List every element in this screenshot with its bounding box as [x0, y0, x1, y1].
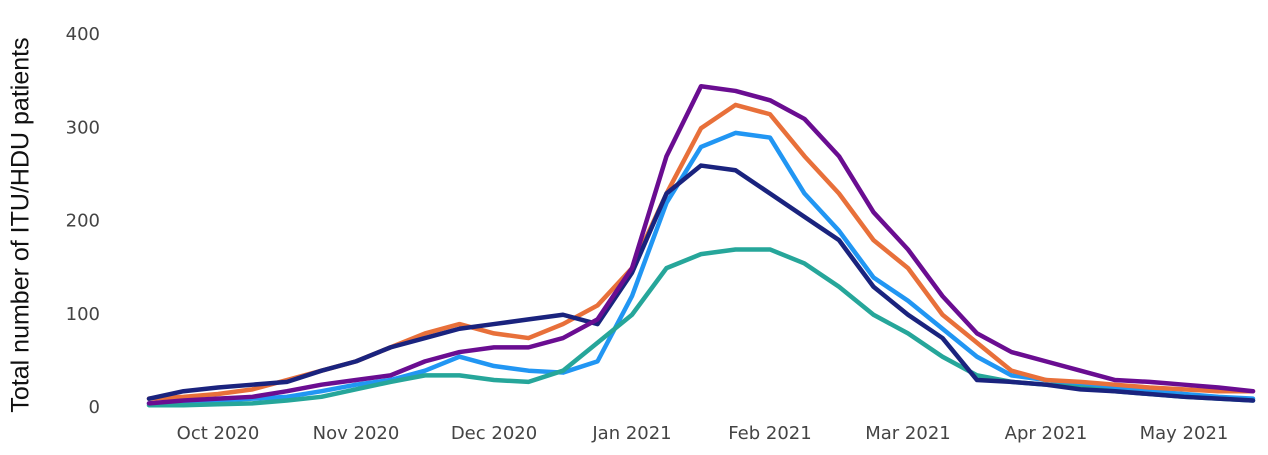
y-tick-label: 0	[89, 397, 100, 418]
x-tick-label: Dec 2020	[451, 423, 537, 444]
series-line	[146, 163, 1256, 403]
x-tick-label: Nov 2020	[313, 423, 400, 444]
x-tick-label: Mar 2021	[865, 423, 951, 444]
x-tick-label: Oct 2020	[177, 423, 260, 444]
series-line	[146, 84, 1256, 406]
y-tick-label: 400	[66, 24, 100, 45]
y-axis-label: Total number of ITU/HDU patients	[7, 37, 35, 412]
x-tick-label: Apr 2021	[1005, 423, 1088, 444]
x-tick-label: May 2021	[1140, 423, 1229, 444]
y-tick-label: 200	[66, 211, 100, 232]
series-line	[146, 130, 1256, 406]
x-tick-label: Feb 2021	[728, 423, 811, 444]
y-tick-label: 100	[66, 304, 100, 325]
x-tick-label: Jan 2021	[591, 423, 671, 444]
y-tick-label: 300	[66, 117, 100, 138]
